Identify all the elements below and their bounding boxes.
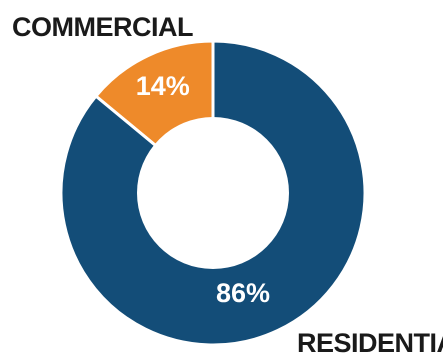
residential-percent-label: 86% (216, 278, 270, 308)
residential-slice (59, 39, 367, 347)
residential-category-label: RESIDENTIAL (297, 328, 443, 358)
commercial-category-label: COMMERCIAL (12, 12, 193, 42)
commercial-percent-label: 14% (136, 71, 190, 101)
donut-hole (137, 117, 289, 269)
